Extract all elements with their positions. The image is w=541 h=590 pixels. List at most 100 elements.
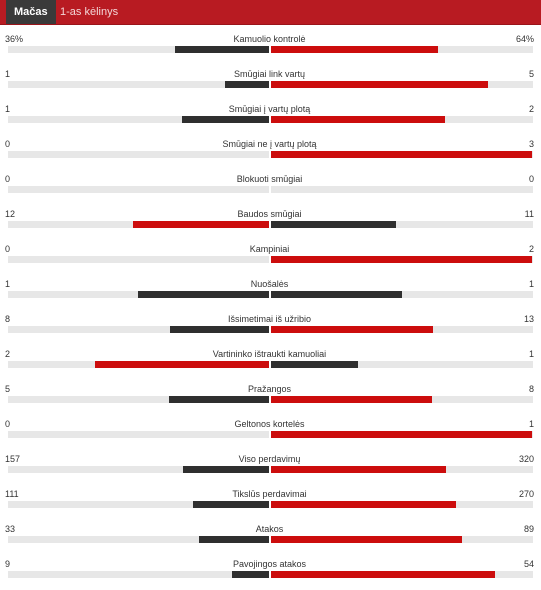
stat-label: Blokuoti smūgiai bbox=[236, 174, 303, 184]
away-value: 2 bbox=[528, 104, 534, 114]
stat-row: 0 Blokuoti smūgiai 0 bbox=[0, 170, 541, 205]
away-bar-fill bbox=[271, 501, 456, 508]
stat-label: Nuošalės bbox=[250, 279, 289, 289]
stat-row: 1 Smūgiai link vartų 5 bbox=[0, 65, 541, 100]
home-bar-track bbox=[8, 326, 269, 333]
away-bar-fill bbox=[271, 431, 532, 438]
stat-label: Atakos bbox=[255, 524, 284, 534]
away-bar-fill bbox=[271, 291, 402, 298]
stat-row: 1 Nuošalės 1 bbox=[0, 275, 541, 310]
stat-row: 8 Išsimetimai iš užribio 13 bbox=[0, 310, 541, 345]
stat-row: 9 Pavojingos atakos 54 bbox=[0, 555, 541, 590]
stat-label: Išsimetimai iš užribio bbox=[227, 314, 312, 324]
home-bar-track bbox=[8, 396, 269, 403]
away-bar-track bbox=[271, 256, 533, 263]
home-bar-fill bbox=[133, 221, 269, 228]
home-bar-track bbox=[8, 431, 269, 438]
home-bar-track bbox=[8, 501, 269, 508]
home-bar-track bbox=[8, 221, 269, 228]
away-value: 1 bbox=[528, 279, 534, 289]
home-value: 8 bbox=[5, 314, 11, 324]
stat-text-line: 0 Smūgiai ne į vartų plotą 3 bbox=[5, 137, 534, 151]
tab-first-half[interactable]: 1-as kėlinys bbox=[60, 6, 119, 18]
home-value: 0 bbox=[5, 174, 11, 184]
away-value: 11 bbox=[524, 209, 534, 219]
stat-text-line: 33 Atakos 89 bbox=[5, 522, 534, 536]
away-bar-track bbox=[271, 291, 533, 298]
away-bar-track bbox=[271, 186, 533, 193]
home-bar-fill bbox=[199, 536, 269, 543]
stat-label: Vartininko ištraukti kamuoliai bbox=[212, 349, 327, 359]
stat-row: 0 Smūgiai ne į vartų plotą 3 bbox=[0, 135, 541, 170]
away-bar-fill bbox=[271, 256, 532, 263]
stat-text-line: 1 Smūgiai link vartų 5 bbox=[5, 67, 534, 81]
home-bar-fill bbox=[183, 466, 269, 473]
stat-label: Smūgiai ne į vartų plotą bbox=[222, 139, 317, 149]
away-bar-fill bbox=[271, 221, 396, 228]
away-bar-fill bbox=[271, 571, 495, 578]
stat-label: Geltonos kortelės bbox=[234, 419, 305, 429]
away-bar-fill bbox=[271, 151, 532, 158]
home-bar-track bbox=[8, 466, 269, 473]
home-value: 12 bbox=[5, 209, 16, 219]
away-bar-fill bbox=[271, 46, 438, 53]
away-value: 8 bbox=[528, 384, 534, 394]
stat-label: Kampiniai bbox=[249, 244, 290, 254]
stat-text-line: 157 Viso perdavimų 320 bbox=[5, 452, 534, 466]
away-bar-track bbox=[271, 571, 533, 578]
tab-match[interactable]: Mačas bbox=[6, 0, 56, 24]
away-value: 320 bbox=[518, 454, 534, 464]
away-bar-fill bbox=[271, 326, 433, 333]
away-bar-track bbox=[271, 46, 533, 53]
home-value: 5 bbox=[5, 384, 11, 394]
stat-text-line: 12 Baudos smūgiai 11 bbox=[5, 207, 534, 221]
home-value: 111 bbox=[5, 489, 19, 499]
stat-text-line: 0 Blokuoti smūgiai 0 bbox=[5, 172, 534, 186]
home-value: 0 bbox=[5, 244, 11, 254]
stat-text-line: 5 Pražangos 8 bbox=[5, 382, 534, 396]
stat-row: 33 Atakos 89 bbox=[0, 520, 541, 555]
home-bar-track bbox=[8, 291, 269, 298]
home-bar-fill bbox=[138, 291, 269, 298]
away-bar-track bbox=[271, 81, 533, 88]
home-bar-fill bbox=[95, 361, 269, 368]
away-value: 5 bbox=[528, 69, 534, 79]
away-bar-track bbox=[271, 151, 533, 158]
away-value: 1 bbox=[528, 419, 534, 429]
stat-row: 0 Kampiniai 2 bbox=[0, 240, 541, 275]
stat-label: Pražangos bbox=[247, 384, 292, 394]
stat-label: Smūgiai į vartų plotą bbox=[228, 104, 311, 114]
home-bar-track bbox=[8, 151, 269, 158]
away-value: 13 bbox=[523, 314, 534, 324]
home-bar-fill bbox=[232, 571, 269, 578]
away-bar-track bbox=[271, 431, 533, 438]
away-value: 89 bbox=[523, 524, 534, 534]
home-bar-track bbox=[8, 571, 269, 578]
away-bar-track bbox=[271, 466, 533, 473]
stat-row: 12 Baudos smūgiai 11 bbox=[0, 205, 541, 240]
home-value: 9 bbox=[5, 559, 11, 569]
home-value: 2 bbox=[5, 349, 11, 359]
stat-label: Pavojingos atakos bbox=[232, 559, 307, 569]
away-value: 270 bbox=[518, 489, 534, 499]
stat-label: Smūgiai link vartų bbox=[233, 69, 306, 79]
home-bar-track bbox=[8, 256, 269, 263]
stat-text-line: 1 Nuošalės 1 bbox=[5, 277, 534, 291]
away-value: 1 bbox=[528, 349, 534, 359]
home-value: 1 bbox=[5, 104, 11, 114]
away-value: 64% bbox=[515, 34, 534, 44]
away-bar-fill bbox=[271, 536, 462, 543]
away-bar-fill bbox=[271, 396, 432, 403]
home-value: 0 bbox=[5, 139, 11, 149]
away-bar-track bbox=[271, 396, 533, 403]
home-value: 0 bbox=[5, 419, 11, 429]
match-stats-header: Mačas 1-as kėlinys bbox=[0, 0, 541, 25]
stat-text-line: 2 Vartininko ištraukti kamuoliai 1 bbox=[5, 347, 534, 361]
stat-text-line: 111 Tikslūs perdavimai 270 bbox=[5, 487, 534, 501]
away-value: 54 bbox=[523, 559, 534, 569]
stat-text-line: 8 Išsimetimai iš užribio 13 bbox=[5, 312, 534, 326]
home-value: 157 bbox=[5, 454, 21, 464]
stat-row: 36% Kamuolio kontrolė 64% bbox=[0, 30, 541, 65]
home-bar-track bbox=[8, 361, 269, 368]
away-bar-track bbox=[271, 326, 533, 333]
